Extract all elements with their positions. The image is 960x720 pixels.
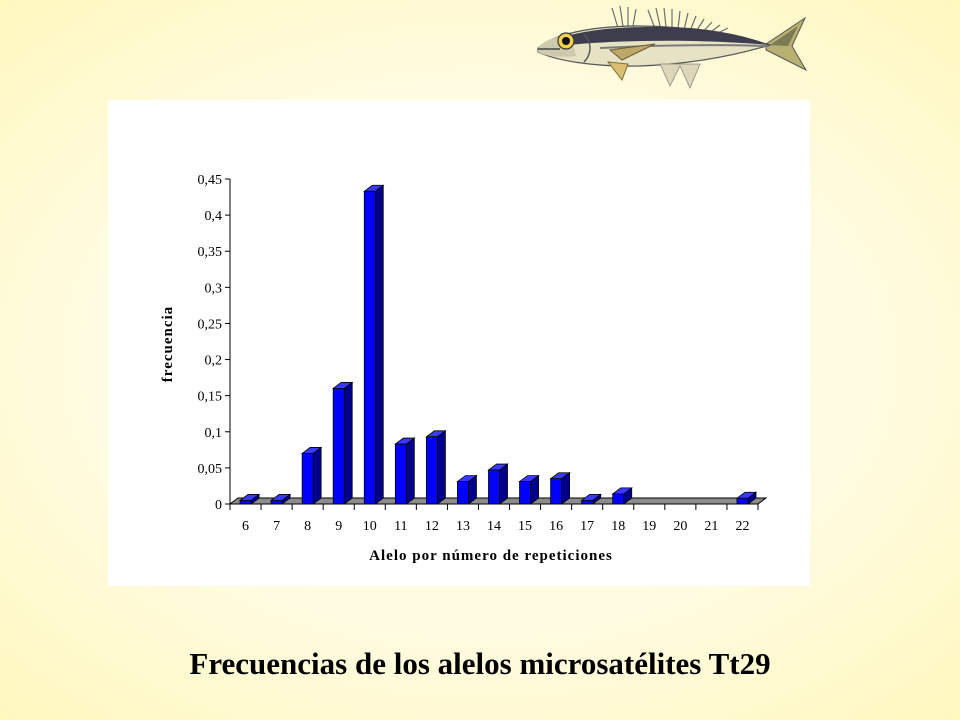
x-tick-label: 17	[580, 519, 594, 534]
x-axis-label: Alelo por número de repeticiones	[369, 548, 613, 564]
y-axis-ticks: 0 0,05 0,1 0,15 0,2 0,25 0,3 0,35 0,4 0,45	[198, 173, 230, 513]
x-tick-label: 15	[518, 519, 532, 534]
y-tick-label: 0,4	[205, 209, 223, 224]
x-tick-label: 8	[304, 519, 311, 534]
x-tick-label: 6	[242, 519, 249, 534]
bar	[487, 463, 509, 505]
y-tick-label: 0,2	[205, 354, 223, 369]
bar	[456, 474, 478, 505]
x-tick-label: 9	[335, 519, 342, 534]
x-tick-label: 16	[549, 519, 563, 534]
fish-illustration	[537, 5, 808, 90]
y-tick-label: 0,1	[205, 426, 223, 441]
x-tick-label: 13	[456, 519, 470, 534]
bar	[580, 493, 602, 505]
bar	[300, 446, 323, 505]
bar	[549, 471, 571, 505]
x-tick-label: 20	[673, 519, 687, 534]
bar	[363, 184, 385, 505]
x-tick-label: 7	[273, 519, 280, 534]
x-tick-label: 21	[704, 519, 718, 534]
bar	[518, 474, 540, 505]
y-tick-label: 0,05	[198, 462, 223, 477]
y-axis-label: frecuencia	[160, 306, 176, 382]
chart-bars	[238, 184, 758, 505]
x-tick-label: 11	[394, 519, 407, 534]
x-tick-label: 18	[611, 519, 625, 534]
y-tick-label: 0,25	[198, 317, 223, 332]
slide-title: Frecuencias de los alelos microsatélites…	[189, 646, 771, 681]
y-tick-label: 0,15	[198, 390, 223, 405]
bar	[394, 437, 416, 505]
y-tick-label: 0,3	[205, 281, 223, 296]
x-tick-label: 14	[487, 519, 501, 534]
y-tick-label: 0,35	[198, 245, 223, 260]
chart-panel: 0 0,05 0,1 0,15 0,2 0,25 0,3 0,35 0,4 0,45 6 7 8 9 10…	[108, 100, 810, 586]
x-tick-label: 10	[363, 519, 377, 534]
bar	[611, 487, 633, 505]
bar	[735, 491, 758, 505]
y-tick-label: 0	[215, 498, 222, 513]
x-tick-label: 22	[735, 519, 749, 534]
bar	[269, 493, 292, 505]
chart-axes	[229, 179, 758, 505]
bar	[425, 430, 447, 505]
y-tick-label: 0,45	[198, 173, 223, 188]
bar-chart: 0 0,05 0,1 0,15 0,2 0,25 0,3 0,35 0,4 0,45 6 7 8 9 10…	[160, 173, 768, 564]
x-tick-label: 12	[425, 519, 439, 534]
bar	[332, 381, 354, 505]
x-axis-ticks: 6 7 8 9 10 11 12 13 14 15 16 17 18 19 20 21 22	[229, 504, 759, 534]
x-tick-label: 19	[642, 519, 656, 534]
